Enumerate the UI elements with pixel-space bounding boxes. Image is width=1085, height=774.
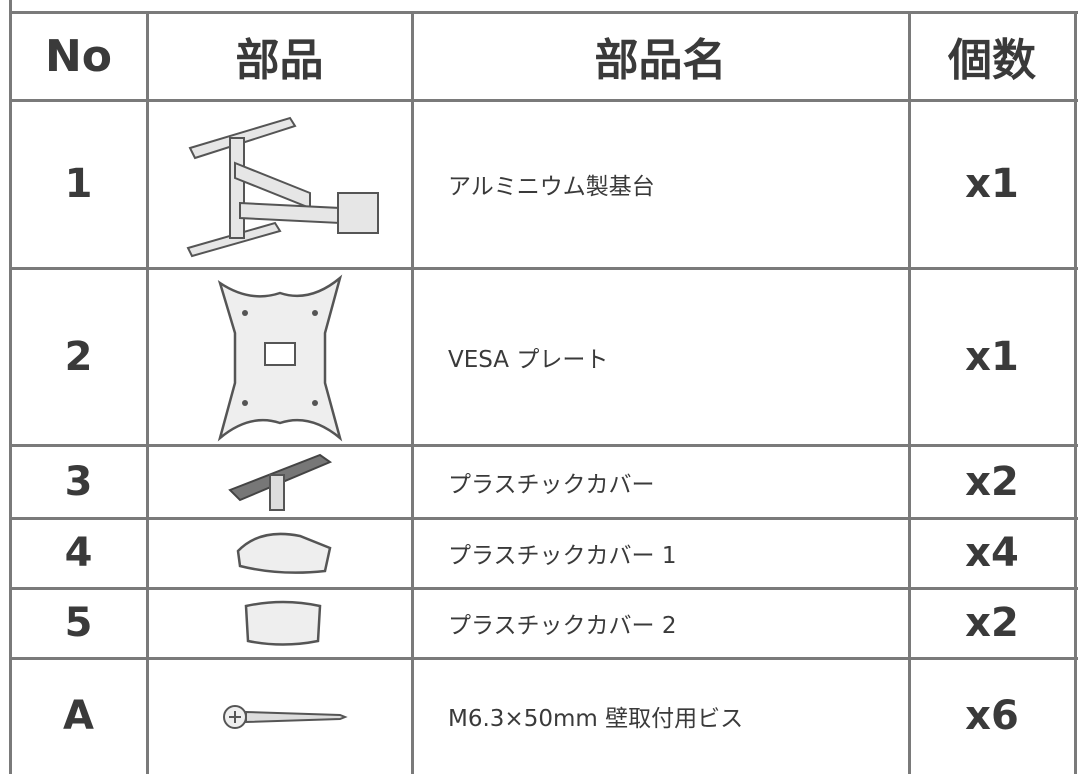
quantity: x6 bbox=[965, 693, 1019, 739]
row-number: 5 bbox=[64, 600, 93, 646]
quantity: x2 bbox=[965, 458, 1019, 505]
grid-line bbox=[9, 0, 12, 774]
part-image bbox=[236, 532, 332, 574]
part-name: プラスチックカバー 2 bbox=[448, 613, 677, 639]
part-image bbox=[244, 600, 322, 646]
row-number: 1 bbox=[64, 161, 93, 207]
quantity: x2 bbox=[965, 600, 1019, 646]
part-image bbox=[228, 453, 333, 511]
grid-line bbox=[146, 12, 149, 774]
grid-line bbox=[10, 657, 1078, 660]
row-number: 2 bbox=[64, 333, 93, 380]
grid-line bbox=[411, 12, 414, 774]
header-cell: 部品 bbox=[235, 35, 324, 86]
part-name: M6.3×50mm 壁取付用ビス bbox=[448, 706, 744, 732]
quantity: x1 bbox=[965, 333, 1019, 380]
grid-line bbox=[10, 267, 1078, 270]
grid-line bbox=[908, 12, 911, 774]
grid-line bbox=[10, 587, 1078, 590]
grid-line bbox=[10, 99, 1078, 102]
row-number: 3 bbox=[64, 458, 93, 505]
grid-line bbox=[10, 11, 1078, 14]
part-image bbox=[186, 116, 379, 258]
part-name: VESA プレート bbox=[448, 346, 609, 373]
part-name: プラスチックカバー bbox=[448, 471, 655, 498]
row-number: A bbox=[63, 693, 94, 739]
header-cell: No bbox=[44, 30, 113, 82]
part-image bbox=[223, 705, 348, 729]
row-number: 4 bbox=[64, 530, 93, 576]
quantity: x1 bbox=[965, 161, 1019, 207]
header-cell: 部品名 bbox=[594, 35, 727, 86]
part-name: アルミニウム製基台 bbox=[448, 174, 655, 200]
quantity: x4 bbox=[965, 530, 1019, 576]
grid-line bbox=[10, 444, 1078, 447]
part-name: プラスチックカバー 1 bbox=[448, 543, 677, 569]
part-image bbox=[217, 274, 343, 442]
grid-line bbox=[1074, 12, 1077, 774]
grid-line bbox=[10, 517, 1078, 520]
header-cell: 個数 bbox=[948, 35, 1036, 86]
